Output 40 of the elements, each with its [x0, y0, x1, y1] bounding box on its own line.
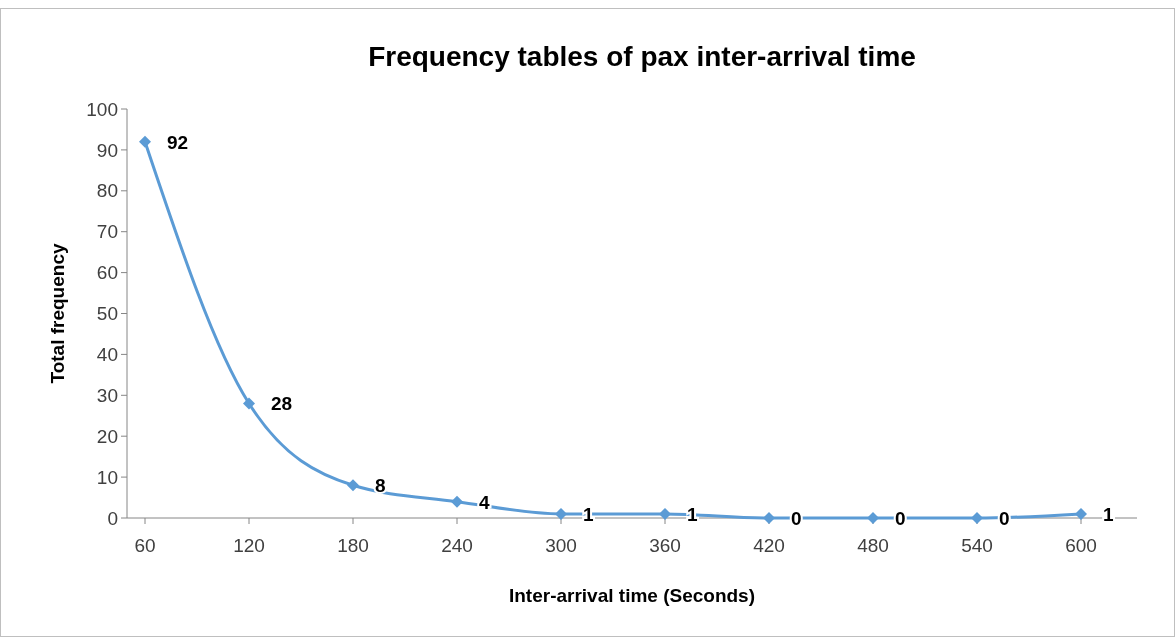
- y-tick-label: 50: [96, 303, 118, 325]
- x-tick-label: 300: [545, 535, 577, 556]
- point: [243, 397, 255, 410]
- x-tick-label: 360: [649, 535, 681, 556]
- x-tick-label: 420: [753, 535, 785, 556]
- x-tick-label: 540: [961, 535, 993, 556]
- point: [971, 512, 983, 524]
- point: [659, 507, 671, 520]
- data-label: 28: [271, 393, 293, 415]
- data-label: 8: [375, 475, 386, 497]
- data-label: 1: [583, 503, 594, 525]
- data-label: 1: [687, 503, 698, 525]
- y-tick-label: 90: [96, 139, 118, 161]
- x-axis-title: Inter-arrival time (Seconds): [508, 585, 756, 606]
- y-tick-label: 80: [96, 180, 118, 202]
- x-tick-label: 60: [134, 535, 156, 556]
- y-tick-label: 70: [96, 221, 118, 243]
- x-tick-label: 180: [337, 535, 369, 556]
- data-label: 92: [167, 131, 189, 153]
- y-tick-label: 60: [96, 262, 118, 284]
- y-tick-label: 30: [96, 384, 118, 406]
- chart-title: Frequency tables of pax inter-arrival time: [368, 41, 916, 72]
- x-tick-label: 480: [857, 535, 889, 556]
- y-tick-label: 10: [96, 466, 118, 488]
- y-tick-label: 40: [96, 344, 118, 366]
- point: [867, 512, 879, 524]
- x-tick-label: 120: [233, 535, 265, 556]
- y-axis-title: Total frequency: [47, 243, 68, 384]
- y-tick-label: 20: [96, 425, 118, 447]
- point: [1075, 507, 1087, 520]
- point: [451, 495, 463, 508]
- y-tick-label: 100: [86, 98, 118, 120]
- y-tick-label: 0: [107, 507, 118, 529]
- x-tick-label: 240: [441, 535, 473, 556]
- data-label: 1: [1103, 503, 1114, 525]
- point: [139, 135, 151, 148]
- x-tick-label: 600: [1065, 535, 1097, 556]
- point: [347, 479, 359, 492]
- point: [555, 507, 567, 520]
- point: [763, 512, 775, 524]
